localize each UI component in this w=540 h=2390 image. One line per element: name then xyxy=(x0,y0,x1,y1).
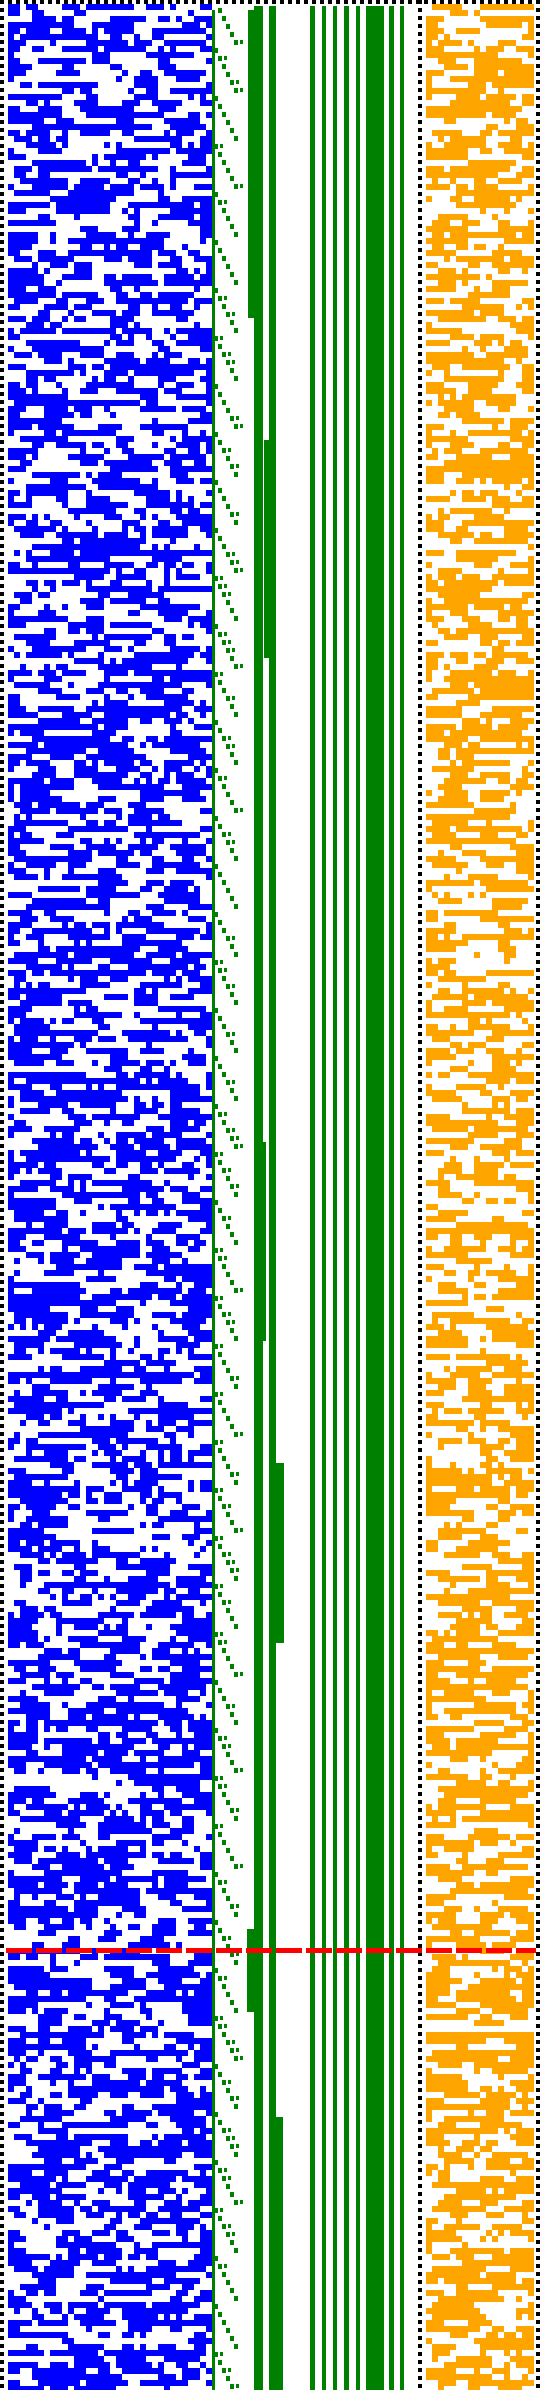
blue-bit-field xyxy=(8,4,214,2390)
green-staircase-region xyxy=(212,8,243,2390)
green-vertical-bars xyxy=(247,6,404,2390)
orange-bit-field xyxy=(426,4,534,2390)
